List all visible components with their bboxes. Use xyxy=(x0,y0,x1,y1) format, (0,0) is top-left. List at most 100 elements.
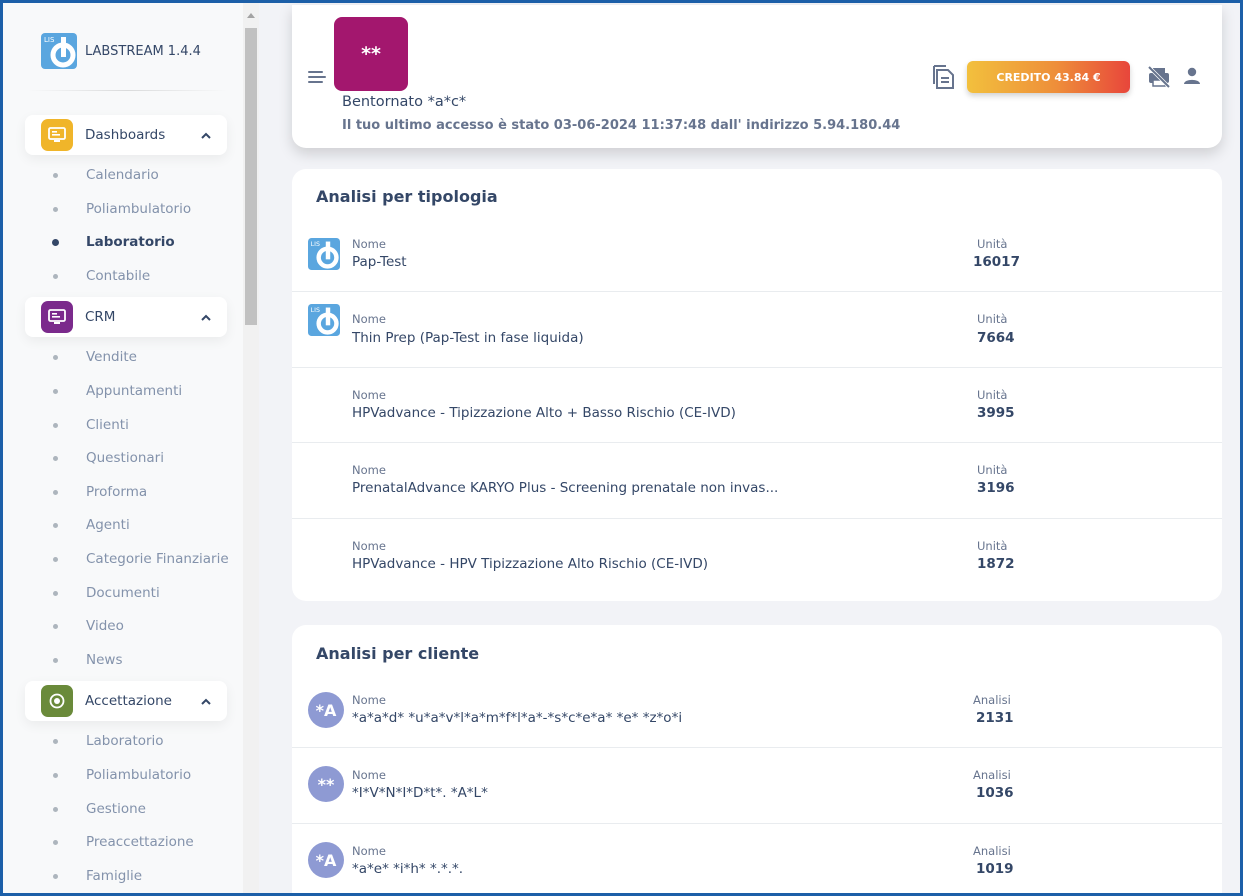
divider xyxy=(27,90,227,91)
monitor-icon xyxy=(41,301,73,333)
row-value: 3196 xyxy=(977,480,1015,496)
value-caption: Unità xyxy=(977,237,1008,251)
sidebar-item-label: Agenti xyxy=(86,517,130,533)
value-caption: Analisi xyxy=(973,844,1011,858)
sidebar-item-acc-poliambulatorio[interactable]: Poliambulatorio xyxy=(53,763,191,787)
scrollbar-thumb[interactable] xyxy=(245,28,257,325)
sidebar-item-questionari[interactable]: Questionari xyxy=(53,446,164,470)
chevron-up-icon xyxy=(195,311,217,324)
sidebar-item-label: Proforma xyxy=(86,484,148,500)
bullet-icon xyxy=(53,489,58,495)
row-value: 7664 xyxy=(977,330,1015,346)
bullet-icon xyxy=(53,839,58,845)
sidebar-item-label: Documenti xyxy=(86,585,160,601)
sidebar-section-crm[interactable]: CRM xyxy=(25,297,227,337)
credit-button[interactable]: CREDITO 43.84 € xyxy=(967,61,1130,93)
sidebar-item-clienti[interactable]: Clienti xyxy=(53,413,129,437)
row-name: HPVadvance - HPV Tipizzazione Alto Risch… xyxy=(352,556,708,572)
sidebar-item-poliambulatorio[interactable]: Poliambulatorio xyxy=(53,197,191,221)
monitor-icon xyxy=(41,119,73,151)
row-name: *a*e* *i*h* *.*.*. xyxy=(352,861,464,877)
sidebar-item-label: Preaccettazione xyxy=(86,834,194,850)
row-value: 2131 xyxy=(976,710,1014,726)
sidebar-item-categorie-finanziarie[interactable]: Categorie Finanziarie xyxy=(53,547,229,571)
card-title: Analisi per tipologia xyxy=(316,187,498,206)
bullet-icon xyxy=(53,388,58,394)
sidebar-item-label: Categorie Finanziarie xyxy=(86,551,229,567)
table-row[interactable]: Nome HPVadvance - HPV Tipizzazione Alto … xyxy=(292,518,1222,593)
last-access-text: Il tuo ultimo accesso è stato 03-06-2024… xyxy=(342,118,901,133)
scroll-up-arrow-icon[interactable] xyxy=(247,13,255,18)
sidebar-item-acc-laboratorio[interactable]: Laboratorio xyxy=(53,729,164,753)
row-name: Thin Prep (Pap-Test in fase liquida) xyxy=(352,330,584,346)
sidebar-item-gestione[interactable]: Gestione xyxy=(53,797,146,821)
table-row[interactable]: Nome PrenatalAdvance KARYO Plus - Screen… xyxy=(292,442,1222,517)
value-caption: Analisi xyxy=(973,693,1011,707)
sidebar-item-contabile[interactable]: Contabile xyxy=(53,264,150,288)
row-name: *I*V*N*I*D*t*. *A*L* xyxy=(352,785,488,801)
sidebar-section-dashboards[interactable]: Dashboards xyxy=(25,115,227,155)
table-row[interactable]: LIS Nome Thin Prep (Pap-Test in fase liq… xyxy=(292,291,1222,366)
sidebar-item-label: Gestione xyxy=(86,801,146,817)
sidebar-item-vendite[interactable]: Vendite xyxy=(53,345,137,369)
sidebar-item-label: Calendario xyxy=(86,167,159,183)
bullet-icon xyxy=(53,623,58,629)
chevron-up-icon xyxy=(195,129,217,142)
sidebar-item-label: Questionari xyxy=(86,450,164,466)
table-row[interactable]: *A Nome *a*a*d* *u*a*v*l*a*m*f*l*a*-*s*c… xyxy=(292,682,1222,757)
sidebar-item-appuntamenti[interactable]: Appuntamenti xyxy=(53,379,182,403)
row-value: 1019 xyxy=(976,861,1014,877)
sidebar-item-video[interactable]: Video xyxy=(53,614,124,638)
sidebar-item-preaccettazione[interactable]: Preaccettazione xyxy=(53,830,194,854)
target-icon xyxy=(41,685,73,717)
name-caption: Nome xyxy=(352,693,386,707)
sidebar-item-news[interactable]: News xyxy=(53,648,122,672)
sidebar-item-calendario[interactable]: Calendario xyxy=(53,163,159,187)
table-row[interactable]: ** Nome *I*V*N*I*D*t*. *A*L* Analisi 103… xyxy=(292,747,1222,822)
sidebar-item-label: Laboratorio xyxy=(86,733,164,749)
avatar: *A xyxy=(308,842,344,878)
section-label: Dashboards xyxy=(85,127,166,143)
bullet-icon xyxy=(53,422,58,428)
bullet-icon xyxy=(53,172,58,178)
sidebar-item-label: Contabile xyxy=(86,268,151,284)
table-row[interactable]: Nome HPVadvance - Tipizzazione Alto + Ba… xyxy=(292,367,1222,442)
name-caption: Nome xyxy=(352,237,386,251)
lis3-logo-icon: LIS xyxy=(41,33,77,69)
sidebar-section-accettazione[interactable]: Accettazione xyxy=(25,681,227,721)
card-analisi-cliente: Analisi per cliente *A Nome *a*a*d* *u*a… xyxy=(292,625,1222,896)
sidebar-item-documenti[interactable]: Documenti xyxy=(53,581,160,605)
user-icon[interactable] xyxy=(1182,66,1202,86)
bullet-icon xyxy=(53,206,58,212)
sidebar-item-famiglie[interactable]: Famiglie xyxy=(53,864,142,888)
sidebar-item-label: Clienti xyxy=(86,417,129,433)
chevron-up-icon xyxy=(195,695,217,708)
name-caption: Nome xyxy=(352,388,386,402)
name-caption: Nome xyxy=(352,768,386,782)
sidebar-item-label: Video xyxy=(86,618,124,634)
sidebar-item-label: Famiglie xyxy=(86,868,143,884)
row-name: HPVadvance - Tipizzazione Alto + Basso R… xyxy=(352,405,736,421)
sidebar-item-agenti[interactable]: Agenti xyxy=(53,513,130,537)
brand[interactable]: LIS LABSTREAM 1.4.4 xyxy=(41,33,201,69)
sidebar-item-label: Vendite xyxy=(86,349,137,365)
document-icon[interactable] xyxy=(932,64,956,90)
print-disabled-icon[interactable] xyxy=(1147,66,1171,88)
avatar: *A xyxy=(308,692,344,728)
sidebar-item-label: News xyxy=(86,652,123,668)
name-caption: Nome xyxy=(352,539,386,553)
table-row[interactable]: LIS Nome Pap-Test Unità 16017 xyxy=(292,226,1222,301)
bullet-icon xyxy=(53,354,58,360)
bullet-icon xyxy=(53,657,58,663)
lis3-logo-icon: LIS xyxy=(308,238,340,270)
value-caption: Unità xyxy=(977,312,1008,326)
hamburger-menu-icon[interactable] xyxy=(308,71,326,86)
sidebar-item-laboratorio[interactable]: Laboratorio xyxy=(52,230,175,254)
sidebar-item-proforma[interactable]: Proforma xyxy=(53,480,147,504)
brand-name: LABSTREAM 1.4.4 xyxy=(85,43,201,59)
bullet-icon xyxy=(53,273,58,279)
table-row[interactable]: *A Nome *a*e* *i*h* *.*.*. Analisi 1019 xyxy=(292,823,1222,896)
bullet-icon xyxy=(52,238,59,246)
sidebar-item-label: Poliambulatorio xyxy=(86,201,192,217)
name-caption: Nome xyxy=(352,844,386,858)
